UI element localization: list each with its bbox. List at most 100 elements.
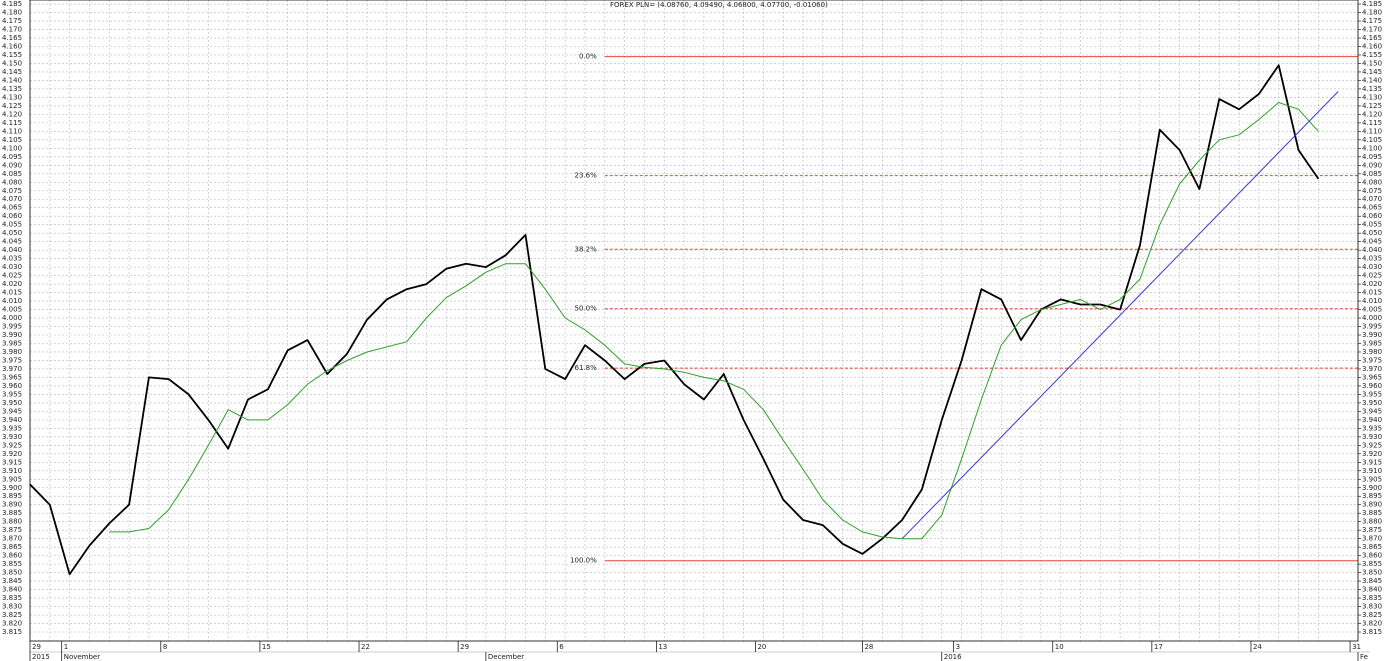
y-tick-label: 3.955 bbox=[1362, 390, 1382, 398]
y-tick-label: 3.845 bbox=[2, 577, 22, 585]
y-tick-label: 3.930 bbox=[2, 433, 22, 441]
y-tick-label: 3.875 bbox=[2, 526, 22, 534]
chart-title: FOREX PLN= (4.08760, 4.09490, 4.06800, 4… bbox=[610, 1, 828, 9]
y-tick-label: 4.175 bbox=[1362, 17, 1382, 25]
y-tick-label: 4.050 bbox=[1362, 229, 1382, 237]
y-tick-label: 4.095 bbox=[1362, 153, 1382, 161]
y-tick-label: 4.125 bbox=[1362, 102, 1382, 110]
y-tick-label: 3.890 bbox=[1362, 501, 1382, 509]
y-tick-label: 4.115 bbox=[2, 119, 22, 127]
y-tick-label: 4.105 bbox=[2, 136, 22, 144]
price-line bbox=[29, 64, 1320, 576]
y-tick-label: 3.990 bbox=[1362, 331, 1382, 339]
y-tick-label: 3.880 bbox=[1362, 518, 1382, 526]
x-period-label: December bbox=[488, 653, 524, 661]
fibonacci-label: 61.8% bbox=[575, 364, 598, 372]
y-tick-label: 3.890 bbox=[2, 501, 22, 509]
y-tick-label: 4.070 bbox=[1362, 195, 1382, 203]
y-tick-label: 4.075 bbox=[1362, 187, 1382, 195]
y-tick-label: 3.960 bbox=[1362, 382, 1382, 390]
y-tick-label: 3.855 bbox=[1362, 560, 1382, 568]
y-tick-label: 3.830 bbox=[2, 603, 22, 611]
y-tick-label: 3.815 bbox=[1362, 628, 1382, 636]
y-tick-label: 3.930 bbox=[1362, 433, 1382, 441]
y-tick-label: 4.050 bbox=[2, 229, 22, 237]
y-tick-label: 3.965 bbox=[1362, 373, 1382, 381]
y-tick-label: 3.910 bbox=[1362, 467, 1382, 475]
y-tick-label: 3.875 bbox=[1362, 526, 1382, 534]
x-tick-label: 6 bbox=[559, 643, 564, 651]
y-tick-label: 4.005 bbox=[1362, 306, 1382, 314]
y-tick-label: 4.130 bbox=[1362, 93, 1382, 101]
y-tick-label: 3.920 bbox=[1362, 450, 1382, 458]
y-tick-label: 3.990 bbox=[2, 331, 22, 339]
y-tick-label: 3.815 bbox=[2, 628, 22, 636]
y-tick-label: 3.920 bbox=[2, 450, 22, 458]
y-tick-label: 3.835 bbox=[1362, 594, 1382, 602]
y-tick-label: 3.895 bbox=[2, 492, 22, 500]
y-tick-label: 4.165 bbox=[1362, 34, 1382, 42]
x-tick-label: 29 bbox=[460, 643, 469, 651]
x-tick-label: 10 bbox=[1055, 643, 1064, 651]
y-tick-label: 4.065 bbox=[1362, 204, 1382, 212]
x-tick-label: 13 bbox=[658, 643, 667, 651]
y-tick-label: 3.900 bbox=[1362, 484, 1382, 492]
y-tick-label: 4.170 bbox=[1362, 26, 1382, 34]
y-tick-label: 3.845 bbox=[1362, 577, 1382, 585]
y-tick-label: 4.085 bbox=[1362, 170, 1382, 178]
y-tick-label: 3.910 bbox=[2, 467, 22, 475]
y-tick-label: 4.185 bbox=[2, 0, 22, 8]
y-tick-label: 4.000 bbox=[1362, 314, 1382, 322]
y-tick-label: 4.140 bbox=[1362, 76, 1382, 84]
y-tick-label: 4.170 bbox=[2, 26, 22, 34]
y-tick-label: 4.145 bbox=[1362, 68, 1382, 76]
y-tick-label: 3.970 bbox=[1362, 365, 1382, 373]
y-tick-label: 3.825 bbox=[1362, 611, 1382, 619]
y-tick-label: 4.135 bbox=[1362, 85, 1382, 93]
y-tick-label: 4.040 bbox=[1362, 246, 1382, 254]
y-tick-label: 4.030 bbox=[2, 263, 22, 271]
y-tick-label: 4.030 bbox=[1362, 263, 1382, 271]
y-tick-label: 3.885 bbox=[2, 509, 22, 517]
plot-frame bbox=[29, 0, 1359, 642]
y-tick-label: 3.915 bbox=[1362, 458, 1382, 466]
y-tick-label: 4.075 bbox=[2, 187, 22, 195]
y-tick-label: 4.160 bbox=[1362, 43, 1382, 51]
x-tick-label: 3 bbox=[956, 643, 960, 651]
y-tick-label: 4.045 bbox=[1362, 238, 1382, 246]
x-tick-label: 17 bbox=[1154, 643, 1163, 651]
y-tick-label: 4.045 bbox=[2, 238, 22, 246]
y-tick-label: 4.010 bbox=[1362, 297, 1382, 305]
y-tick-label: 4.020 bbox=[2, 280, 22, 288]
y-tick-label: 4.035 bbox=[1362, 255, 1382, 263]
y-tick-label: 3.840 bbox=[2, 586, 22, 594]
y-tick-label: 3.820 bbox=[2, 620, 22, 628]
x-tick-label: 15 bbox=[262, 643, 271, 651]
y-tick-label: 4.095 bbox=[2, 153, 22, 161]
y-tick-label: 3.865 bbox=[1362, 543, 1382, 551]
y-tick-label: 4.140 bbox=[2, 76, 22, 84]
x-tick-label: 29 bbox=[32, 643, 41, 651]
y-tick-label: 4.115 bbox=[1362, 119, 1382, 127]
y-tick-label: 3.935 bbox=[1362, 424, 1382, 432]
y-tick-label: 4.080 bbox=[1362, 178, 1382, 186]
y-tick-label: 3.870 bbox=[1362, 535, 1382, 543]
y-tick-label: 4.060 bbox=[1362, 212, 1382, 220]
y-tick-label: 4.015 bbox=[1362, 289, 1382, 297]
y-tick-label: 3.850 bbox=[1362, 569, 1382, 577]
x-tick-label: 20 bbox=[757, 643, 766, 651]
y-tick-label: 3.825 bbox=[2, 611, 22, 619]
y-tick-label: 3.820 bbox=[1362, 620, 1382, 628]
y-tick-label: 4.055 bbox=[1362, 221, 1382, 229]
y-tick-label: 3.935 bbox=[2, 424, 22, 432]
y-tick-label: 3.980 bbox=[2, 348, 22, 356]
fibonacci-label: 23.6% bbox=[575, 172, 598, 180]
y-tick-label: 4.130 bbox=[2, 93, 22, 101]
y-tick-label: 4.135 bbox=[2, 85, 22, 93]
y-tick-label: 3.915 bbox=[2, 458, 22, 466]
fibonacci-label: 0.0% bbox=[579, 53, 597, 61]
x-period-label: 2016 bbox=[944, 653, 962, 661]
y-tick-label: 4.180 bbox=[2, 9, 22, 17]
y-tick-label: 3.835 bbox=[2, 594, 22, 602]
